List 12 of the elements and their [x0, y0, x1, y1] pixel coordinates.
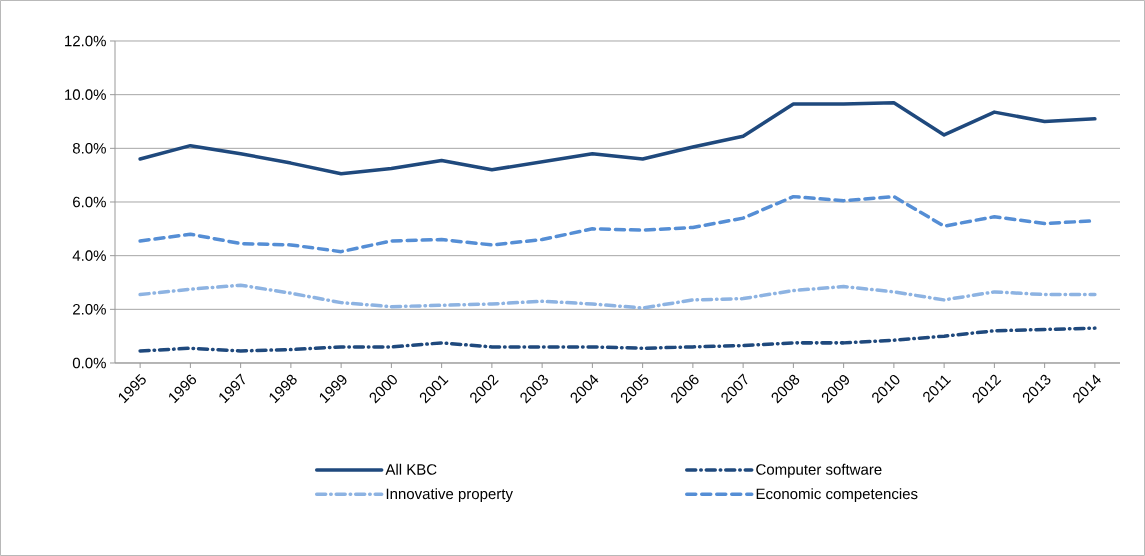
legend-label: Economic competencies — [756, 488, 918, 503]
y-tick-label: 6.0% — [73, 196, 106, 208]
y-tick-label: 2.0% — [73, 304, 106, 315]
y-tick-label: 10.0% — [65, 89, 106, 100]
legend-label: Innovative property — [386, 488, 513, 503]
line-series — [138, 283, 1097, 310]
y-tick-label: 8.0% — [72, 143, 106, 154]
y-tick-label: 4.0% — [72, 250, 106, 261]
legend-label: Computer software — [756, 463, 882, 478]
legend-label: All KBC — [385, 463, 437, 475]
y-tick-label: 12.0% — [65, 35, 106, 47]
y-tick-label: 0.0% — [72, 357, 106, 369]
